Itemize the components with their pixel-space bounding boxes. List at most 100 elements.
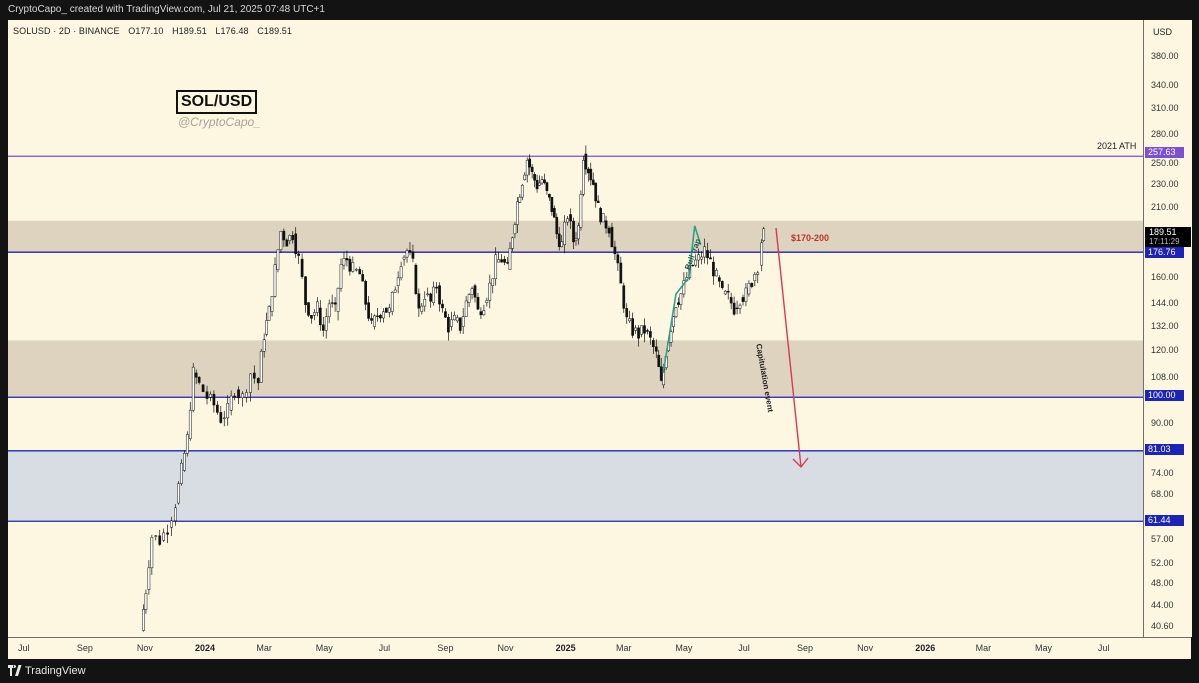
candle-body	[390, 291, 394, 312]
candle-body	[229, 395, 233, 411]
candle-body	[185, 434, 189, 454]
candle-body	[741, 297, 745, 302]
candle-body	[423, 299, 427, 307]
candle-body	[233, 395, 236, 398]
candle-body	[414, 264, 418, 294]
x-tick-16: Mar	[975, 643, 992, 653]
candle-body	[628, 318, 632, 322]
candle-body	[762, 228, 766, 241]
candle-body	[577, 225, 580, 240]
candle-body	[557, 233, 561, 247]
candle-body	[245, 392, 248, 398]
candle-body	[669, 331, 673, 343]
candle-body	[494, 254, 498, 280]
candle-body	[651, 340, 655, 347]
candle-body	[330, 302, 334, 304]
chart-pane[interactable]	[8, 20, 1143, 637]
candle-body	[717, 277, 721, 282]
y-tick-9: 132.00	[1151, 320, 1179, 331]
y-tick-16: 52.00	[1151, 557, 1174, 568]
footer-bar: TradingView	[0, 659, 1199, 683]
y-tick-1: 340.00	[1151, 79, 1179, 90]
candle-body	[158, 535, 162, 545]
candle-body	[467, 294, 471, 303]
candle-body	[591, 179, 595, 185]
candle-body	[760, 242, 764, 266]
candle-body	[589, 168, 593, 181]
candle-body	[345, 258, 349, 261]
price-axis[interactable]	[1143, 20, 1192, 637]
candle-body	[616, 254, 620, 264]
candle-body	[267, 306, 271, 321]
candle-body	[703, 246, 706, 258]
ohlc-high: H189.51	[172, 26, 207, 36]
candle-body	[569, 214, 572, 222]
candle-body	[288, 235, 292, 241]
candle-body	[654, 346, 658, 352]
x-tick-15: 2026	[915, 643, 936, 653]
candle-body	[300, 258, 304, 277]
y-tick-4: 250.00	[1151, 157, 1179, 168]
time-axis[interactable]	[8, 637, 1191, 660]
candle-body	[237, 389, 240, 399]
zone-2	[8, 450, 1143, 522]
candle-body	[715, 270, 718, 277]
candle-body	[485, 300, 489, 303]
candle-body	[511, 237, 514, 249]
candle-body	[166, 532, 169, 535]
candle-body	[723, 290, 727, 295]
candle-body	[566, 218, 569, 223]
x-tick-2: Nov	[136, 643, 153, 653]
x-tick-13: Sep	[797, 643, 814, 653]
candle-body	[219, 412, 223, 423]
candle-body	[273, 264, 277, 297]
symbol-legend: SOLUSD · 2D · BINANCE O177.10 H189.51 L1…	[13, 26, 292, 36]
candle-body	[750, 283, 754, 287]
candle-body	[297, 253, 300, 256]
candle-body	[144, 593, 148, 610]
y-tick-19: 40.60	[1151, 620, 1174, 631]
candle-body	[528, 158, 532, 168]
currency-label[interactable]: USD	[1153, 27, 1173, 37]
candle-body	[709, 257, 712, 260]
candle-body	[574, 238, 578, 241]
candle-body	[649, 331, 652, 338]
zone-0	[8, 220, 1143, 253]
candle-body	[252, 372, 256, 379]
candle-body	[500, 259, 503, 263]
candle-body	[285, 239, 289, 247]
candle-body	[333, 302, 337, 305]
candle-body	[659, 366, 663, 381]
x-tick-1: Sep	[76, 643, 93, 653]
y-tick-6: 210.00	[1151, 202, 1179, 213]
y-tick-2: 310.00	[1151, 103, 1179, 114]
candle-body	[482, 310, 486, 316]
candle-body	[697, 254, 701, 261]
candle-body	[205, 391, 209, 399]
candle-body	[226, 403, 230, 419]
candle-body	[508, 248, 512, 270]
candle-body	[452, 315, 456, 321]
candle-body	[183, 453, 186, 471]
candle-body	[197, 377, 201, 383]
candle-body	[458, 317, 462, 331]
credit-bar: CryptoCapo_ created with TradingView.com…	[0, 0, 1199, 20]
candle-body	[194, 372, 198, 378]
candle-body	[555, 217, 559, 235]
candle-body	[147, 567, 151, 590]
y-tick-3: 280.00	[1151, 129, 1179, 140]
price-tag-100: 100.00	[1145, 390, 1184, 401]
candle-body	[525, 159, 529, 176]
candle-body	[370, 318, 373, 321]
candle-body	[188, 409, 192, 439]
candle-body	[291, 235, 295, 241]
candle-body	[417, 293, 421, 309]
y-tick-10: 120.00	[1151, 344, 1179, 355]
candle-body	[637, 327, 640, 339]
candle-body	[479, 311, 483, 316]
candle-body	[270, 296, 274, 312]
candle-body	[382, 311, 385, 319]
candle-body	[552, 208, 556, 218]
candle-body	[491, 278, 495, 286]
bar-countdown: 17:11:29	[1149, 237, 1180, 246]
